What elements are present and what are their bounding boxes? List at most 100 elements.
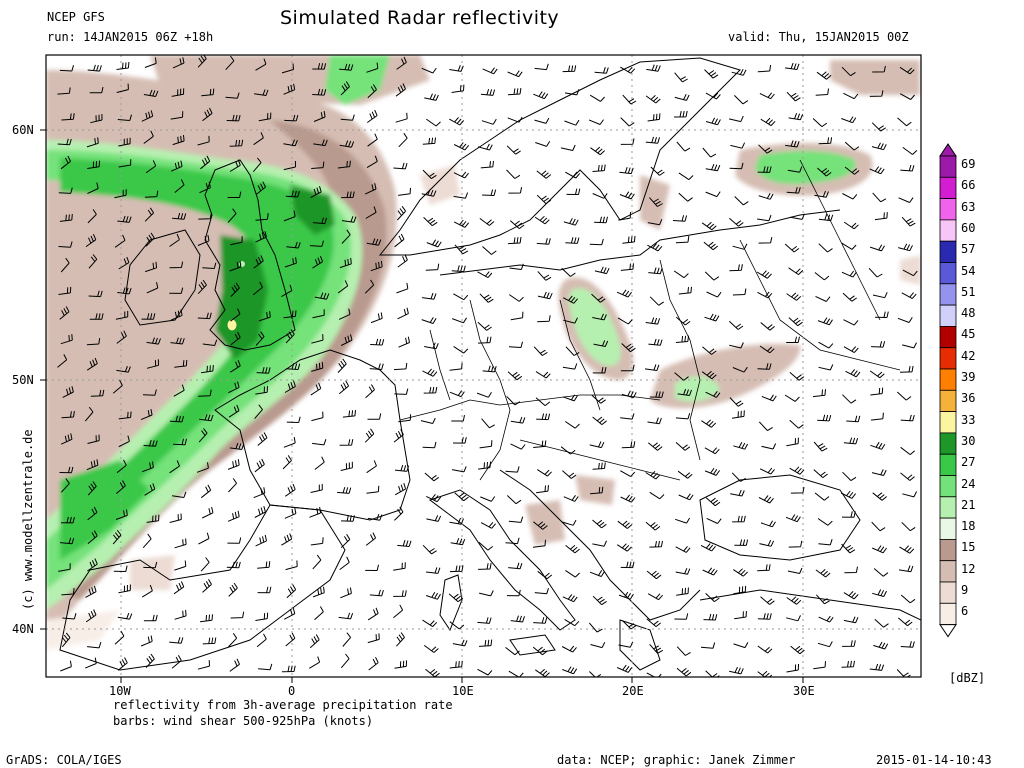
wind-barb (617, 317, 633, 325)
wind-barb (510, 443, 526, 450)
wind-barb (394, 483, 407, 496)
wind-barb (310, 382, 322, 396)
wind-barb (507, 88, 522, 96)
wind-barb (60, 516, 75, 524)
wind-barb (563, 495, 579, 502)
wind-barb (312, 255, 324, 269)
wind-barb (311, 334, 324, 344)
wind-barb (449, 565, 464, 573)
wind-barb (734, 610, 747, 620)
wind-barb (561, 645, 577, 653)
wind-barb (393, 362, 408, 371)
wind-barb (397, 307, 409, 320)
wind-barb (646, 64, 661, 72)
wind-barb (758, 144, 773, 154)
wind-barb (676, 141, 691, 152)
wind-barb (60, 257, 70, 273)
wind-barb (174, 609, 187, 620)
wind-barb (338, 612, 354, 620)
colorbar-label: 33 (961, 412, 976, 427)
wind-barb (252, 281, 263, 296)
wind-barb (478, 639, 493, 647)
wind-barb (87, 641, 102, 649)
wind-barb (757, 291, 773, 299)
wind-barb (676, 646, 691, 656)
wind-barb (871, 545, 888, 554)
colorbar-label: 66 (961, 178, 976, 193)
wind-barb (338, 380, 350, 395)
wind-barb (562, 666, 578, 675)
colorbar-bottom-arrow (939, 624, 957, 638)
wind-barb (898, 197, 914, 203)
wind-barb (901, 216, 916, 227)
wind-barb (396, 282, 409, 294)
wind-barb (505, 647, 520, 656)
wind-barb (169, 261, 184, 269)
wind-barb (86, 338, 101, 346)
valid-label: valid: Thu, 15JAN2015 00Z (728, 30, 909, 44)
wind-barb (789, 372, 805, 381)
wind-barb (620, 364, 635, 372)
wind-barb (256, 366, 271, 374)
page-title: Simulated Radar reflectivity (280, 7, 560, 29)
wind-barb (398, 132, 408, 148)
wind-barb (899, 545, 915, 554)
wind-barb (844, 141, 860, 151)
wind-barb (393, 162, 408, 170)
wind-barb (649, 197, 663, 207)
wind-barb (342, 409, 356, 418)
wind-barb (790, 213, 805, 220)
wind-barb (870, 441, 886, 450)
wind-barb (341, 229, 351, 244)
wind-barb (815, 295, 831, 302)
wind-barb (760, 322, 775, 331)
wind-barb (843, 591, 859, 600)
wind-barb (450, 538, 466, 546)
wind-barb (255, 534, 267, 547)
wind-barb (592, 313, 607, 321)
wind-barb (173, 581, 185, 595)
wind-barb (283, 607, 296, 620)
wind-barb (872, 589, 887, 597)
wind-barb (534, 63, 549, 71)
wind-barb (817, 518, 833, 526)
wind-barb (395, 112, 408, 123)
wind-barb (533, 617, 548, 624)
wind-barb (286, 241, 301, 249)
wind-barb (845, 369, 861, 378)
wind-barb (198, 212, 212, 220)
wind-barb (201, 88, 215, 97)
wind-barb (902, 491, 918, 498)
precipitation-field (46, 55, 921, 677)
wind-barb (453, 345, 469, 354)
wind-barb (675, 316, 691, 326)
lon-label-30e: 30E (793, 684, 815, 698)
wind-barb (340, 461, 353, 471)
wind-barb (366, 62, 379, 73)
wind-barb (370, 338, 385, 346)
wind-barb (255, 331, 265, 346)
wind-barb (312, 217, 327, 225)
wind-barb (230, 611, 245, 619)
wind-barb (257, 586, 272, 594)
wind-barb (283, 83, 296, 95)
wind-barb (452, 639, 468, 647)
wind-barb (479, 217, 495, 226)
wind-barb (645, 136, 660, 144)
wind-barb (506, 395, 521, 406)
wind-barb (255, 386, 268, 395)
wind-barb (59, 466, 74, 474)
wind-barb (482, 365, 497, 373)
wind-barb (228, 478, 238, 493)
wind-barb (843, 346, 859, 354)
wind-barb (229, 360, 241, 373)
wind-barb (143, 561, 158, 569)
wind-barb (87, 530, 98, 544)
wind-barb (285, 329, 295, 344)
wind-barb (506, 589, 521, 597)
wind-barb (311, 161, 325, 169)
wind-barb (230, 308, 241, 322)
wind-barb (477, 321, 492, 331)
wind-barb (704, 271, 720, 281)
map-frame (45, 54, 922, 678)
